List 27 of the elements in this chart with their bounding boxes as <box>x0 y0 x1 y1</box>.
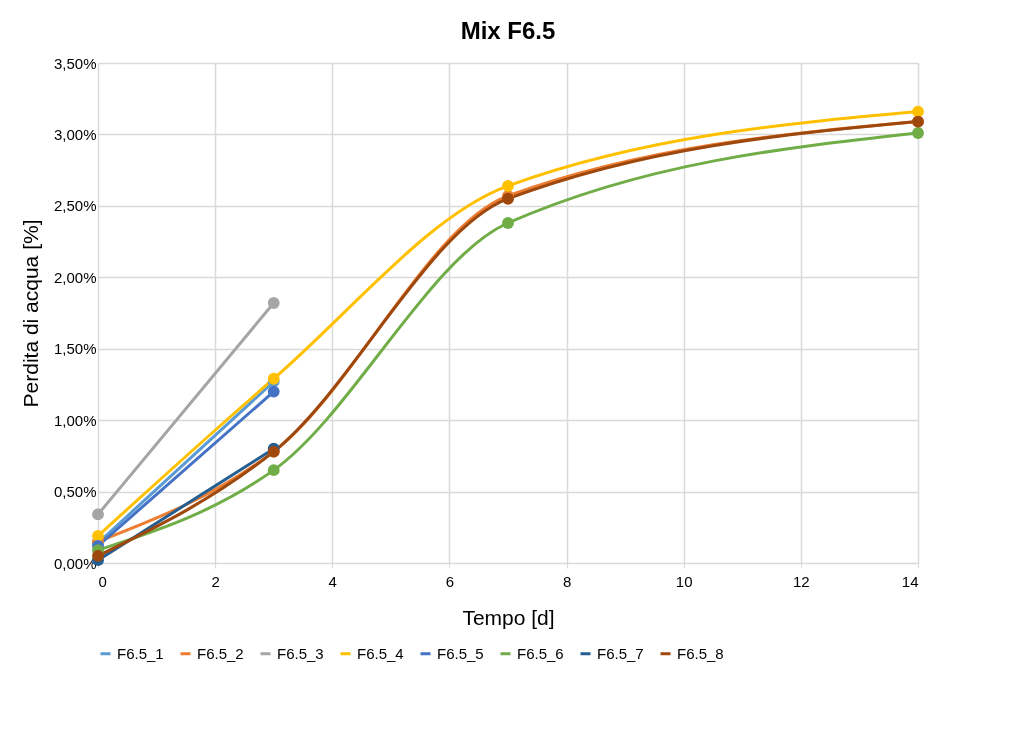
x-tick-label: 4 <box>328 572 337 590</box>
y-tick-label: 1,50% <box>53 340 97 358</box>
y-tick-label: 0,50% <box>53 483 97 501</box>
x-tick-label: 14 <box>901 572 919 590</box>
x-tick-label: 10 <box>675 572 693 590</box>
y-tick-label: 0,00% <box>53 554 97 572</box>
legend-label: F6.5_2 <box>197 644 244 662</box>
x-tick-label: 2 <box>211 572 220 590</box>
legend-label: F6.5_4 <box>357 644 404 662</box>
legend-label: F6.5_7 <box>597 644 644 662</box>
legend-label: F6.5_6 <box>517 644 564 662</box>
legend-label: F6.5_8 <box>677 644 724 662</box>
chart-title: Mix F6.5 <box>460 17 556 44</box>
legend-label: F6.5_3 <box>277 644 324 662</box>
x-tick-label: 0 <box>98 572 107 590</box>
legend-label: F6.5_1 <box>117 644 164 662</box>
x-tick-label: 8 <box>562 572 572 590</box>
y-tick-label: 1,00% <box>53 411 97 429</box>
y-tick-label: 2,50% <box>53 197 97 215</box>
y-tick-label: 3,00% <box>53 125 97 143</box>
x-axis-title: Tempo [d] <box>462 605 555 629</box>
x-tick-label: 12 <box>793 572 810 590</box>
y-tick-label: 2,00% <box>53 268 97 286</box>
y-tick-label: 3,50% <box>53 54 97 72</box>
x-tick-label: 6 <box>445 572 455 590</box>
legend-label: F6.5_5 <box>437 644 484 662</box>
y-axis-title: Perdita di acqua [%] <box>18 219 42 408</box>
